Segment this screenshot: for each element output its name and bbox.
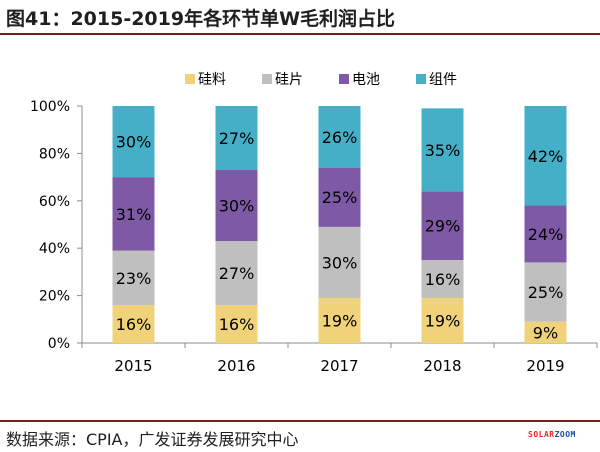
data-label-2018-0: 19% [425,311,461,330]
y-tick-label-2: 40% [39,241,70,257]
title-divider [0,33,600,35]
legend-label-1: 硅片 [275,72,303,88]
legend-swatch-2 [339,74,349,84]
x-tick-label-0: 2015 [114,357,152,375]
footer-divider [0,420,600,422]
bar-2019-2 [524,205,567,263]
data-label-2018-2: 29% [425,217,461,236]
data-label-2018-1: 16% [425,270,461,289]
bar-2017-0 [318,297,361,343]
legend-swatch-1 [262,74,272,84]
data-label-2016-2: 30% [219,197,255,216]
data-label-2015-0: 16% [116,315,152,334]
bar-2015-2 [112,177,155,251]
bar-2016-1 [215,241,258,306]
watermark-segment-1: ZOOM [554,430,576,439]
y-tick-label-4: 80% [39,146,70,162]
bar-2019-1 [524,262,567,322]
bar-2019-0 [524,321,567,343]
data-label-2018-3: 35% [425,141,461,160]
bar-2015-1 [112,250,155,306]
data-label-2015-1: 23% [116,269,152,288]
x-tick-label-1: 2016 [217,357,255,375]
data-label-2019-3: 42% [528,147,564,166]
bar-2017-1 [318,226,361,298]
y-tick-label-0: 0% [48,336,70,352]
bar-2017-3 [318,106,361,168]
bar-2018-3 [421,108,464,192]
legend-label-3: 组件 [429,72,457,88]
data-label-2017-3: 26% [322,128,358,147]
chart-title: 图41：2015-2019年各环节单W毛利润占比 [6,8,396,30]
data-label-2019-0: 9% [533,323,558,342]
data-label-2019-1: 25% [528,283,564,302]
data-label-2015-3: 30% [116,133,152,152]
x-tick-label-2: 2017 [320,357,358,375]
data-label-2017-0: 19% [322,311,358,330]
solarzoom-watermark: SOLARZOOM [528,430,576,439]
bar-2016-3 [215,106,258,170]
bar-2016-0 [215,305,258,343]
y-tick-label-1: 20% [39,289,70,305]
legend-swatch-0 [185,74,195,84]
data-label-2017-1: 30% [322,253,358,272]
data-label-2015-2: 31% [116,205,152,224]
data-label-2016-1: 27% [219,264,255,283]
x-tick-label-3: 2018 [423,357,461,375]
x-tick-label-4: 2019 [526,357,564,375]
data-label-2017-2: 25% [322,188,358,207]
y-tick-label-3: 60% [39,194,70,210]
legend-swatch-3 [416,74,426,84]
source-note: 数据来源：CPIA，广发证券发展研究中心 [6,430,299,449]
bar-2015-0 [112,305,155,343]
legend-label-0: 硅料 [198,72,226,88]
watermark-segment-0: SOLAR [528,430,555,439]
bar-2018-2 [421,191,464,261]
bar-2018-0 [421,297,464,343]
stacked-bar-chart: 硅料 硅片 电池 组件 0% 20% 40% 60% 80% 100% 16% 23% 31% 30% 20… [30,72,598,375]
bar-2017-2 [318,167,361,227]
bar-2016-2 [215,169,258,242]
bar-2018-1 [421,260,464,298]
data-label-2016-3: 27% [219,129,255,148]
legend-label-2: 电池 [352,72,380,88]
y-tick-label-5: 100% [30,99,70,115]
data-label-2019-2: 24% [528,225,564,244]
data-label-2016-0: 16% [219,315,255,334]
bar-2019-3 [524,106,567,206]
bar-2015-3 [112,106,155,178]
